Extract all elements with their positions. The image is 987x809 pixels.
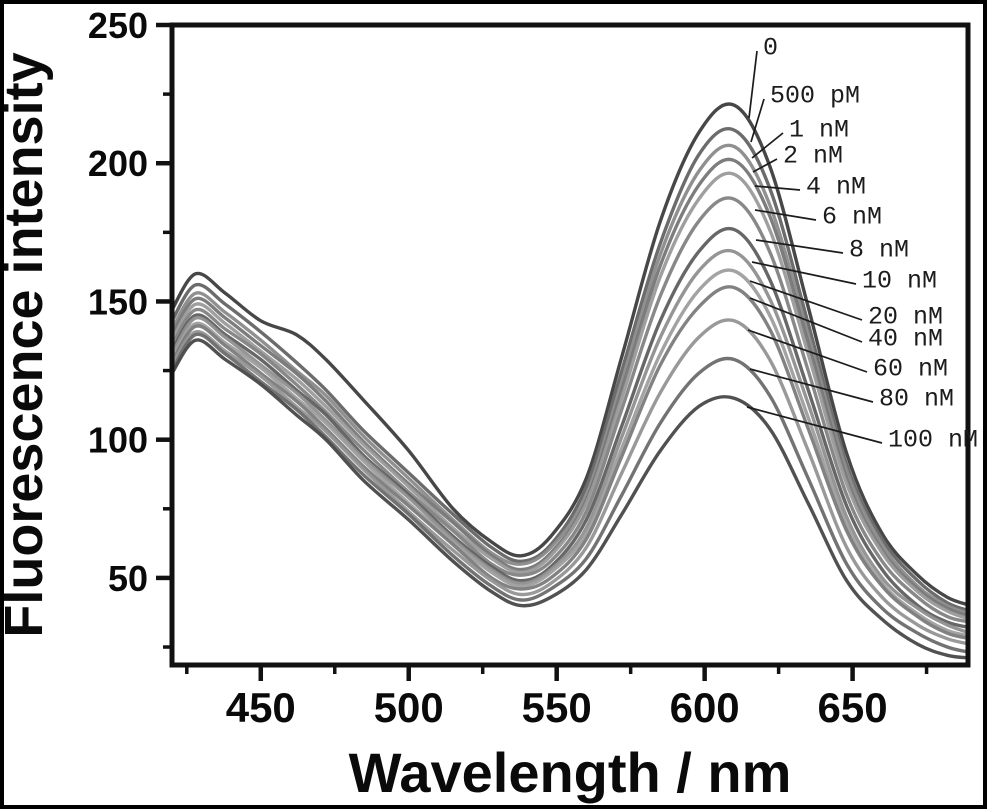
y-tick-label: 150	[88, 281, 148, 322]
x-tick-label: 450	[226, 684, 296, 731]
leader-line-20-nM	[749, 280, 863, 321]
curve-80-nM	[174, 332, 966, 654]
concentration-label-20-nM: 20 nM	[868, 303, 943, 332]
x-tick-label: 600	[670, 684, 740, 731]
curve-60-nM	[174, 318, 966, 646]
leader-line-8-nM	[755, 239, 844, 254]
curve-0	[174, 102, 966, 606]
x-tick-label: 500	[374, 684, 444, 731]
leader-line-100-nM	[746, 406, 883, 444]
leader-line-0	[748, 50, 758, 119]
y-tick-labels: 50 100 150 200 250	[88, 5, 148, 599]
curve-1-nM	[174, 143, 966, 615]
leader-line-10-nM	[751, 261, 857, 285]
concentration-label-2-nM: 2 nM	[783, 142, 843, 171]
curve-8-nM	[174, 226, 966, 629]
leader-line-60-nM	[747, 329, 868, 373]
leader-line-500-pM	[750, 98, 765, 143]
concentration-label-80-nM: 80 nM	[879, 385, 954, 414]
concentration-label-500-pM: 500 pM	[770, 82, 860, 111]
curve-6-nM	[174, 196, 966, 624]
leader-line-40-nM	[749, 297, 863, 343]
concentration-label-1-nM: 1 nM	[789, 116, 849, 145]
curve-10-nM	[174, 248, 966, 634]
concentration-label-10-nM: 10 nM	[862, 267, 937, 296]
spectra-curves	[174, 102, 966, 660]
plot-frame	[169, 22, 971, 668]
leader-line-80-nM	[749, 368, 874, 403]
axis-ticks	[156, 22, 929, 681]
curve-100-nM	[174, 338, 966, 660]
y-tick-label: 50	[108, 558, 148, 599]
x-axis-title: Wavelength / nm	[349, 741, 792, 804]
curve-500-pM	[174, 127, 966, 612]
y-axis-title: Fluorescence intensity	[4, 52, 54, 637]
concentration-label-100-nM: 100 nM	[888, 426, 978, 455]
concentration-label-40-nM: 40 nM	[868, 325, 943, 354]
spectra-chart: 450 500 550 600 650 50 100 150 200 250 Wavelength …	[4, 5, 978, 804]
curve-20-nM	[174, 268, 966, 637]
curve-4-nM	[174, 171, 966, 620]
x-tick-label: 650	[818, 684, 888, 731]
curve-40-nM	[174, 285, 966, 640]
leader-line-2-nM	[752, 158, 778, 173]
concentration-label-0: 0	[763, 34, 778, 63]
leader-line-1-nM	[751, 132, 784, 159]
x-tick-labels: 450 500 550 600 650	[226, 684, 888, 731]
y-tick-label: 250	[88, 5, 148, 46]
x-tick-label: 550	[522, 684, 592, 731]
leader-line-6-nM	[754, 209, 817, 221]
concentration-label-6-nM: 6 nM	[822, 203, 882, 232]
leader-line-4-nM	[754, 185, 801, 191]
y-tick-label: 100	[88, 420, 148, 461]
y-tick-label: 200	[88, 143, 148, 184]
concentration-label-8-nM: 8 nM	[849, 236, 909, 265]
concentration-label-4-nM: 4 nM	[806, 173, 866, 202]
concentration-label-60-nM: 60 nM	[873, 355, 948, 384]
